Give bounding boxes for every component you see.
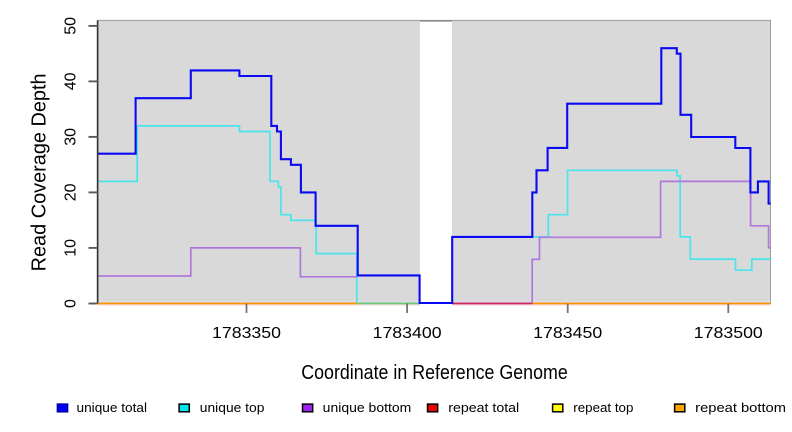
svg-text:Coordinate in Reference Genome: Coordinate in Reference Genome <box>301 362 568 384</box>
svg-text:1783450: 1783450 <box>533 325 602 342</box>
svg-text:1783400: 1783400 <box>373 325 442 342</box>
svg-text:20: 20 <box>63 183 80 201</box>
svg-text:Read Coverage Depth: Read Coverage Depth <box>29 73 51 271</box>
svg-text:repeat total: repeat total <box>448 400 519 415</box>
svg-text:repeat top: repeat top <box>573 400 633 415</box>
svg-text:unique top: unique top <box>200 400 265 415</box>
svg-text:1783500: 1783500 <box>694 325 763 342</box>
svg-text:1783350: 1783350 <box>212 325 281 342</box>
svg-text:unique bottom: unique bottom <box>323 400 412 415</box>
svg-text:10: 10 <box>63 239 80 257</box>
svg-text:repeat bottom: repeat bottom <box>695 400 786 415</box>
svg-text:50: 50 <box>63 17 80 35</box>
svg-text:40: 40 <box>63 72 80 90</box>
svg-text:unique total: unique total <box>77 400 148 415</box>
svg-text:0: 0 <box>63 299 80 308</box>
svg-text:30: 30 <box>63 128 80 146</box>
